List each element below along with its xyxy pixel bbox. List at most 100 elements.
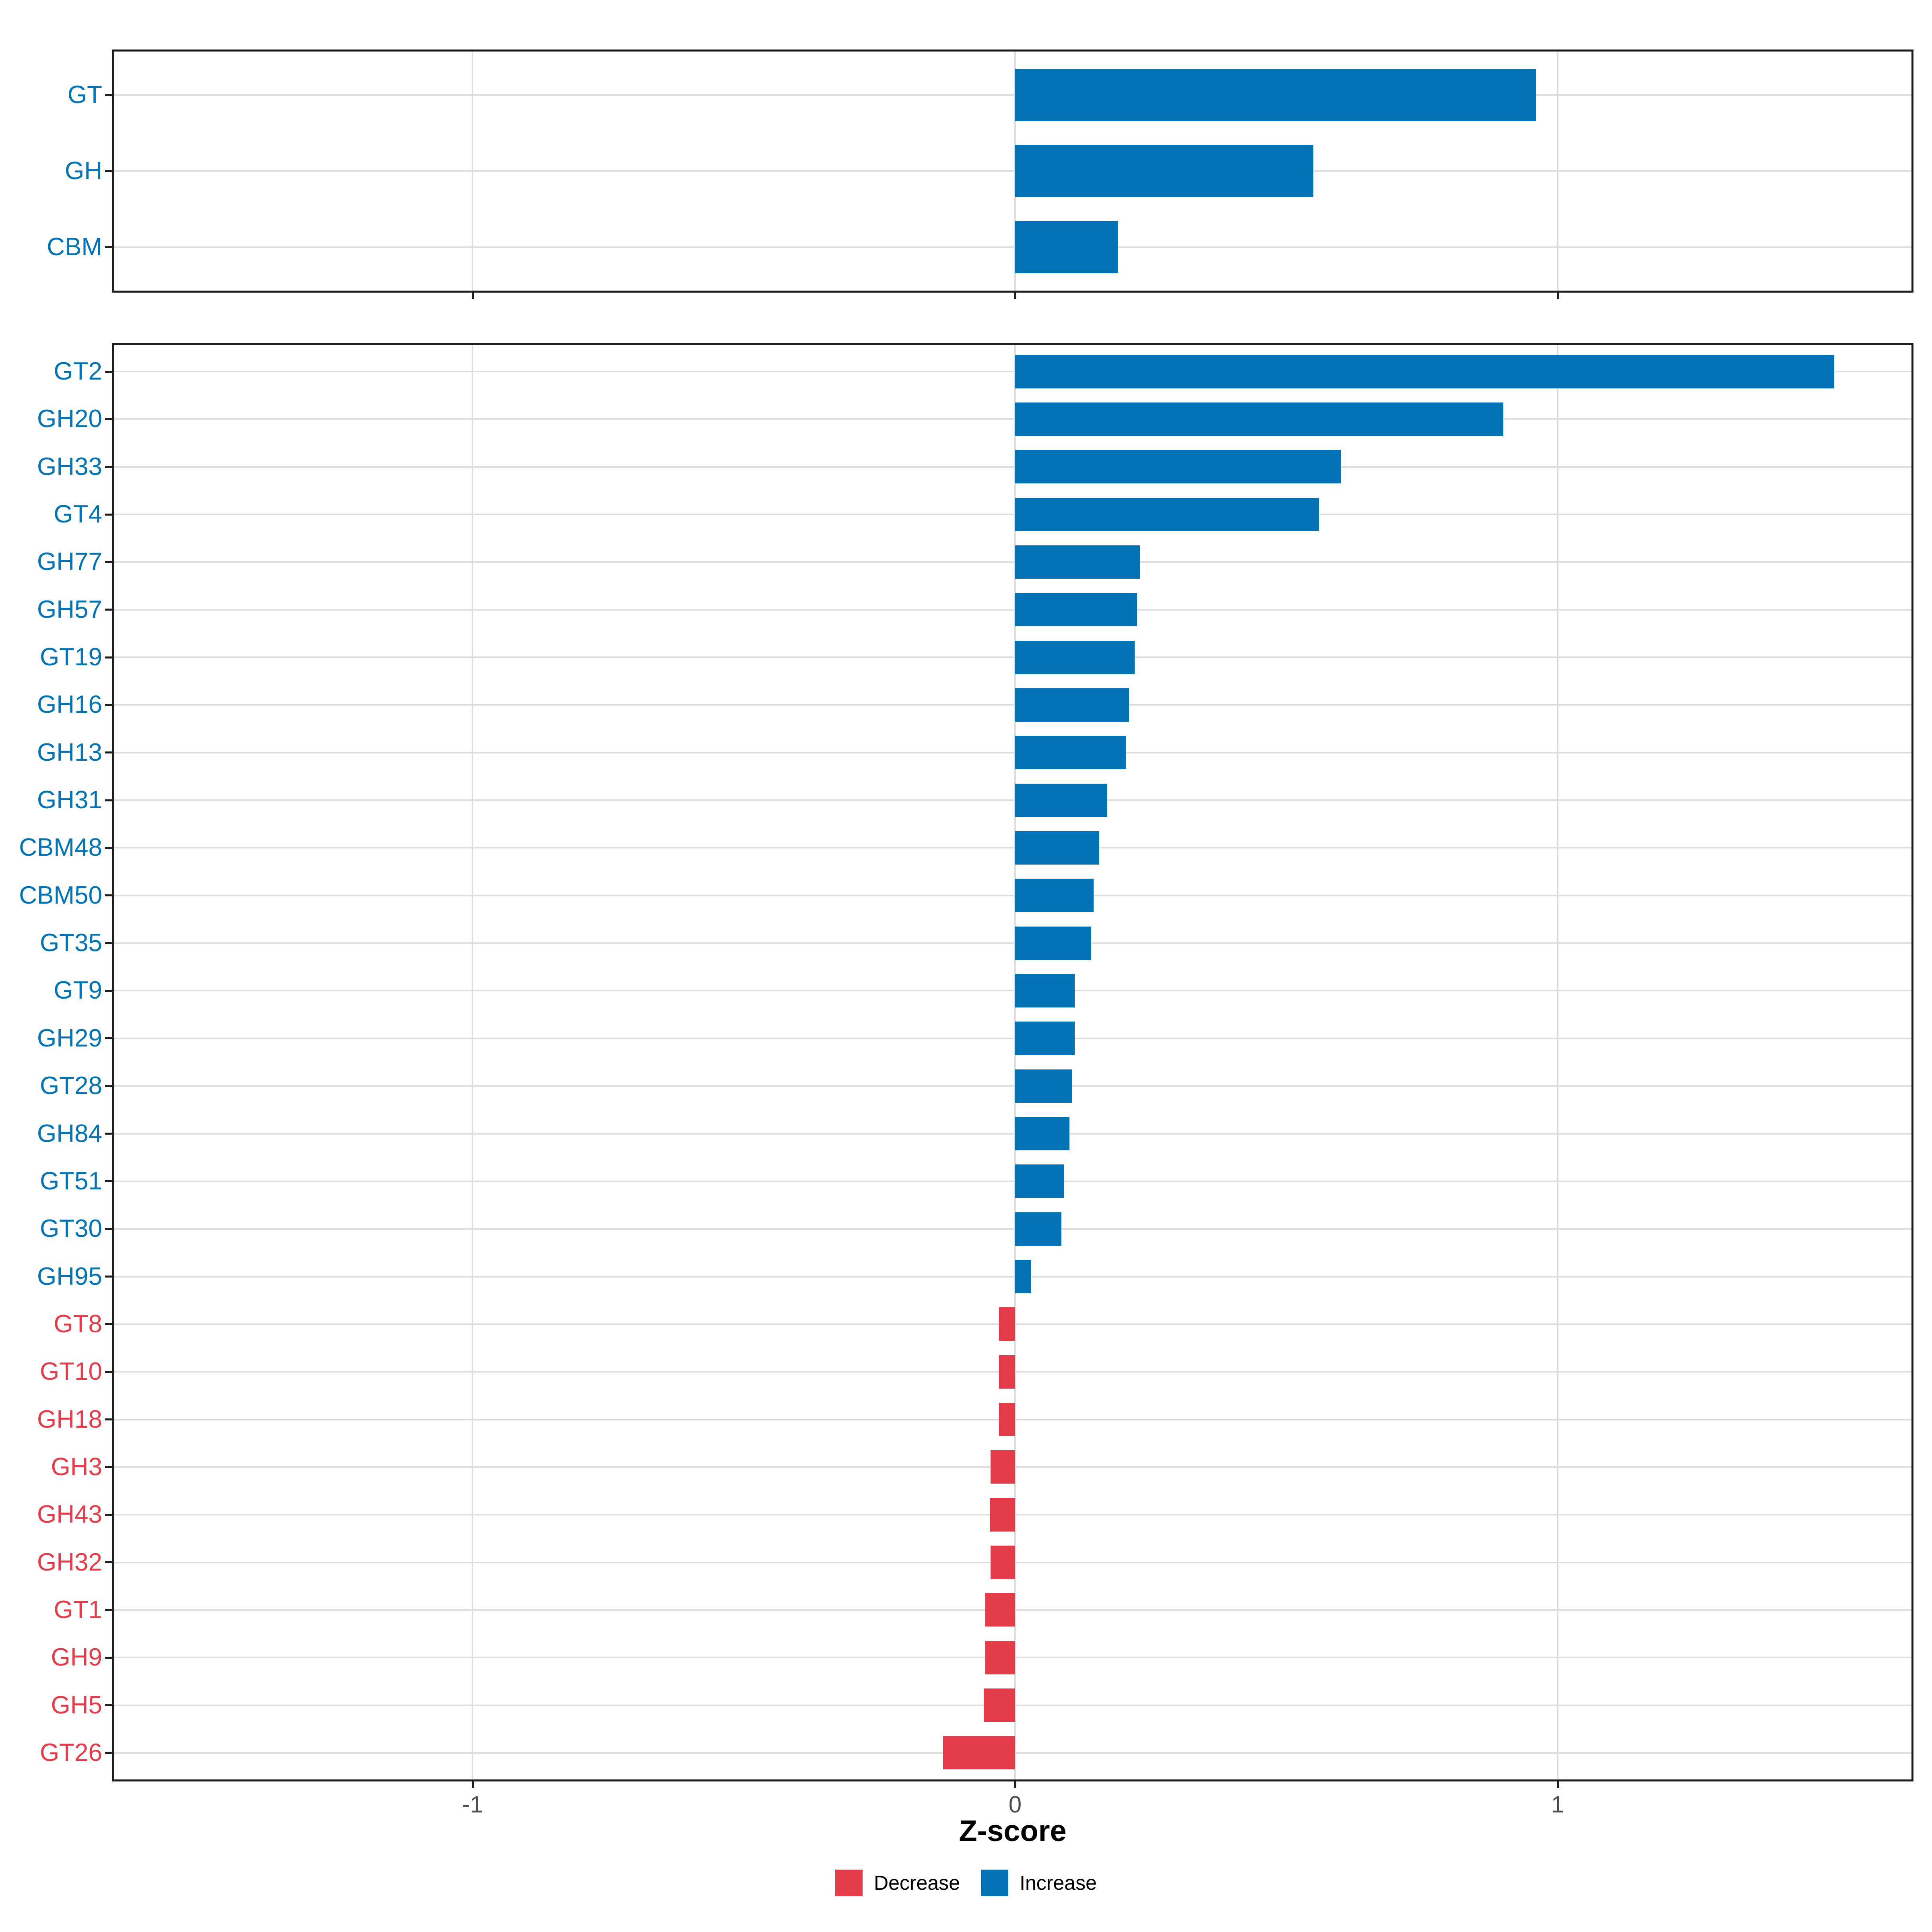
y-tick-GH18 xyxy=(105,1418,112,1421)
bar-GT26 xyxy=(943,1736,1015,1770)
bar-GT2 xyxy=(1015,355,1835,388)
legend: Decrease Increase xyxy=(0,1870,1932,1896)
y-tick-GT2 xyxy=(105,370,112,373)
bar-GH xyxy=(1015,145,1314,197)
y-tick-GH20 xyxy=(105,418,112,420)
bar-GH18 xyxy=(999,1403,1015,1437)
y-label-GH20: GH20 xyxy=(37,405,102,433)
y-tick-GH29 xyxy=(105,1037,112,1040)
gridline-row-CBM50 xyxy=(112,894,1913,896)
x-tick-label--1: -1 xyxy=(462,1792,483,1818)
legend-item-decrease: Decrease xyxy=(835,1870,960,1896)
bar-GH31 xyxy=(1015,783,1108,817)
bar-GH32 xyxy=(991,1546,1015,1579)
y-label-GT10: GT10 xyxy=(39,1358,102,1386)
y-label-GH29: GH29 xyxy=(37,1024,102,1052)
y-label-GT26: GT26 xyxy=(39,1738,102,1767)
y-tick-GH13 xyxy=(105,751,112,754)
x-tick-label-0: 0 xyxy=(1008,1792,1022,1818)
bar-CBM48 xyxy=(1015,831,1099,865)
y-label-GH9: GH9 xyxy=(51,1643,102,1672)
y-label-GT28: GT28 xyxy=(39,1072,102,1100)
gridline-row-GH20 xyxy=(112,418,1913,420)
bar-GH29 xyxy=(1015,1022,1075,1055)
gridline-row-GT28 xyxy=(112,1085,1913,1087)
bar-GH16 xyxy=(1015,688,1129,722)
gridline-row-GT xyxy=(112,94,1913,96)
gridline-row-GH77 xyxy=(112,561,1913,563)
legend-label-increase: Increase xyxy=(1020,1872,1097,1894)
gridline-x--1 xyxy=(472,343,473,1781)
bar-GH77 xyxy=(1015,545,1140,579)
gridline-x-1 xyxy=(1557,343,1558,1781)
y-tick-GH31 xyxy=(105,799,112,801)
y-tick-GT1 xyxy=(105,1609,112,1611)
y-tick-GH3 xyxy=(105,1466,112,1468)
y-label-GH43: GH43 xyxy=(37,1501,102,1529)
legend-swatch-decrease xyxy=(835,1870,863,1896)
gridline-row-CBM48 xyxy=(112,847,1913,849)
y-label-GT4: GT4 xyxy=(54,500,102,528)
y-label-GT19: GT19 xyxy=(39,643,102,671)
bar-CBM xyxy=(1015,221,1119,273)
x-tick-1 xyxy=(1557,293,1559,299)
gridline-row-GH16 xyxy=(112,704,1913,706)
y-tick-GH16 xyxy=(105,704,112,706)
y-tick-CBM xyxy=(105,246,112,248)
bar-GH95 xyxy=(1015,1260,1032,1294)
panel-cazyme-families: GT2 GH20 GH33 GT4 GH77 GH57 GT19 GH16 GH13 GH31 CB… xyxy=(19,343,1913,1788)
gridline-row-GT4 xyxy=(112,514,1913,516)
gridline-row-GH57 xyxy=(112,609,1913,611)
y-tick-GT35 xyxy=(105,942,112,944)
gridline-row-GT30 xyxy=(112,1228,1913,1230)
y-label-GT35: GT35 xyxy=(39,929,102,957)
y-label-GT51: GT51 xyxy=(39,1167,102,1195)
gridline-row-GT19 xyxy=(112,656,1913,658)
gridline-row-CBM xyxy=(112,246,1913,248)
x-tick-label-1: 1 xyxy=(1551,1792,1565,1818)
bar-GT1 xyxy=(985,1593,1015,1627)
y-label-GH18: GH18 xyxy=(37,1405,102,1433)
x-tick--1 xyxy=(472,293,474,299)
y-label-GH13: GH13 xyxy=(37,738,102,766)
y-label-GH31: GH31 xyxy=(37,786,102,814)
y-tick-GH33 xyxy=(105,466,112,468)
bar-GT xyxy=(1015,69,1536,122)
bar-GH3 xyxy=(991,1450,1015,1484)
bar-GT51 xyxy=(1015,1164,1064,1198)
bar-GH84 xyxy=(1015,1117,1069,1151)
x-tick-0 xyxy=(1014,293,1016,299)
y-label-GH: GH xyxy=(65,157,102,185)
bar-GT10 xyxy=(999,1355,1015,1389)
bar-CBM50 xyxy=(1015,879,1094,912)
y-tick-GT51 xyxy=(105,1180,112,1183)
y-label-GT: GT xyxy=(67,81,102,109)
bar-GT9 xyxy=(1015,974,1075,1007)
x-tick-1 xyxy=(1557,1781,1559,1788)
bar-GT8 xyxy=(999,1307,1015,1341)
y-label-GT9: GT9 xyxy=(54,976,102,1005)
gridline-row-GH95 xyxy=(112,1276,1913,1278)
y-tick-GH xyxy=(105,170,112,172)
y-label-GT8: GT8 xyxy=(54,1310,102,1338)
bar-GT19 xyxy=(1015,640,1135,674)
y-tick-GT8 xyxy=(105,1323,112,1325)
bar-GH9 xyxy=(985,1641,1015,1674)
y-label-GH5: GH5 xyxy=(51,1691,102,1719)
legend-item-increase: Increase xyxy=(981,1870,1097,1896)
y-label-GH95: GH95 xyxy=(37,1262,102,1290)
y-label-GH77: GH77 xyxy=(37,548,102,576)
y-label-GT30: GT30 xyxy=(39,1215,102,1243)
gridline-row-GH31 xyxy=(112,799,1913,801)
gridline-x-0 xyxy=(1014,343,1016,1781)
gridline-row-GT35 xyxy=(112,942,1913,944)
panel-cazyme-classes: GT GH CBM xyxy=(47,50,1913,299)
gridline-row-GT2 xyxy=(112,371,1913,372)
gridline-row-GH33 xyxy=(112,466,1913,468)
y-tick-GH9 xyxy=(105,1656,112,1659)
y-label-GH84: GH84 xyxy=(37,1119,102,1148)
gridline-row-GH29 xyxy=(112,1037,1913,1039)
y-tick-GT10 xyxy=(105,1371,112,1373)
y-tick-GH32 xyxy=(105,1561,112,1564)
